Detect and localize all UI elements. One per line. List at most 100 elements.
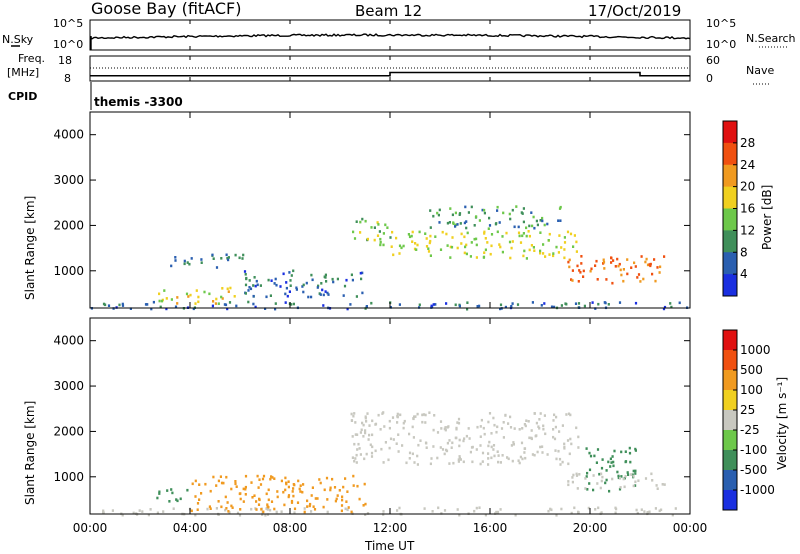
power-cell (451, 213, 454, 217)
vel-cell (600, 479, 603, 483)
freq-label-2: [MHz] (7, 66, 39, 79)
power-cell (536, 223, 539, 227)
vel-cell (331, 477, 334, 481)
vel-cell (559, 463, 562, 466)
nave-tick-bottom: 0 (706, 72, 713, 85)
vel-cell (592, 474, 595, 477)
power-cell (379, 243, 382, 247)
power-cell (553, 305, 556, 309)
vel-cell (424, 421, 427, 424)
power-cell (382, 232, 385, 235)
power-cell (499, 303, 503, 307)
power-cell (203, 290, 206, 294)
power-cell (190, 257, 193, 260)
power-cell (414, 242, 417, 245)
power-cell (197, 295, 200, 299)
vel-cell (554, 449, 557, 452)
power-cell (576, 264, 579, 268)
power-cell (470, 241, 473, 244)
vel-cell (408, 457, 411, 460)
vel-cell (555, 415, 558, 419)
vel-cell (204, 482, 207, 486)
vel-cell (506, 456, 509, 459)
vel-cell (355, 461, 358, 464)
vel-colorbar-tick-label: 100 (740, 383, 763, 397)
vel-cell (298, 487, 301, 491)
power-cell (234, 253, 237, 257)
vel-cell (588, 468, 592, 472)
vel-cell (325, 476, 329, 480)
vel-cell (617, 476, 620, 480)
power-cell (533, 226, 536, 230)
noise-sky-line (89, 33, 691, 40)
power-cell (188, 262, 191, 266)
vel-cell (425, 446, 428, 449)
vel-cell (643, 510, 646, 513)
vel-cell (374, 422, 378, 426)
power-cell (359, 220, 362, 224)
vel-cell (356, 433, 359, 436)
vel-cell (448, 439, 451, 442)
vel-cell (535, 434, 538, 437)
vel-cell (483, 432, 486, 436)
vel-cell (362, 423, 365, 427)
vel-cell (397, 433, 400, 436)
vel-cell (513, 427, 516, 430)
vel-cell (251, 496, 254, 499)
power-cell (295, 286, 298, 290)
vel-cell (471, 460, 474, 464)
power-cell (434, 235, 437, 238)
vel-cell (560, 507, 563, 511)
vel-cell (147, 513, 150, 517)
vel-cell (499, 461, 502, 464)
power-cell (384, 223, 387, 227)
freq-series (90, 71, 690, 77)
noise-left-tick-top: 10^5 (53, 17, 83, 30)
power-cell (254, 305, 257, 309)
power-cell (446, 244, 449, 247)
vel-cell (598, 472, 601, 476)
power-cell (618, 301, 622, 304)
vel-cell (632, 475, 635, 478)
vel-cell (179, 497, 182, 501)
vel-cell (565, 413, 568, 416)
vel-cell (242, 487, 245, 491)
vel-cell (283, 503, 286, 507)
vel-cell (530, 429, 533, 432)
power-cell (465, 243, 468, 247)
power-cell (486, 241, 489, 244)
power-cell (622, 268, 625, 271)
power-cell (575, 240, 578, 244)
vel-cell (634, 469, 637, 473)
vel-cell (312, 505, 315, 508)
vel-cell (535, 421, 538, 425)
vel-cell (342, 485, 345, 489)
vel-cell (363, 482, 366, 486)
power-cell (146, 303, 149, 306)
power-cell (449, 207, 452, 210)
vel-cell (350, 412, 353, 416)
power-cell (616, 257, 619, 261)
power-cell (642, 277, 645, 281)
power-cell (411, 240, 414, 243)
vel-colorbar-cell (723, 410, 737, 431)
freq-label-1: Freq. (18, 52, 45, 65)
vel-cell (601, 475, 604, 479)
vel-cell (365, 420, 368, 423)
vel-cell (479, 444, 482, 447)
vel-cell (261, 513, 264, 516)
power-cell (612, 259, 615, 262)
power-cell (644, 260, 647, 264)
power-cell (320, 282, 323, 285)
vel-cell (482, 426, 485, 430)
power-cell (530, 244, 533, 247)
power-cell (373, 226, 376, 229)
vel-cell (141, 510, 144, 513)
power-cell (144, 303, 148, 306)
power-cell (228, 301, 232, 304)
vel-cell (538, 427, 541, 430)
vel-cell (500, 427, 504, 430)
vel-cell (539, 445, 542, 449)
vel-cell (399, 413, 402, 417)
power-cell (634, 301, 638, 305)
